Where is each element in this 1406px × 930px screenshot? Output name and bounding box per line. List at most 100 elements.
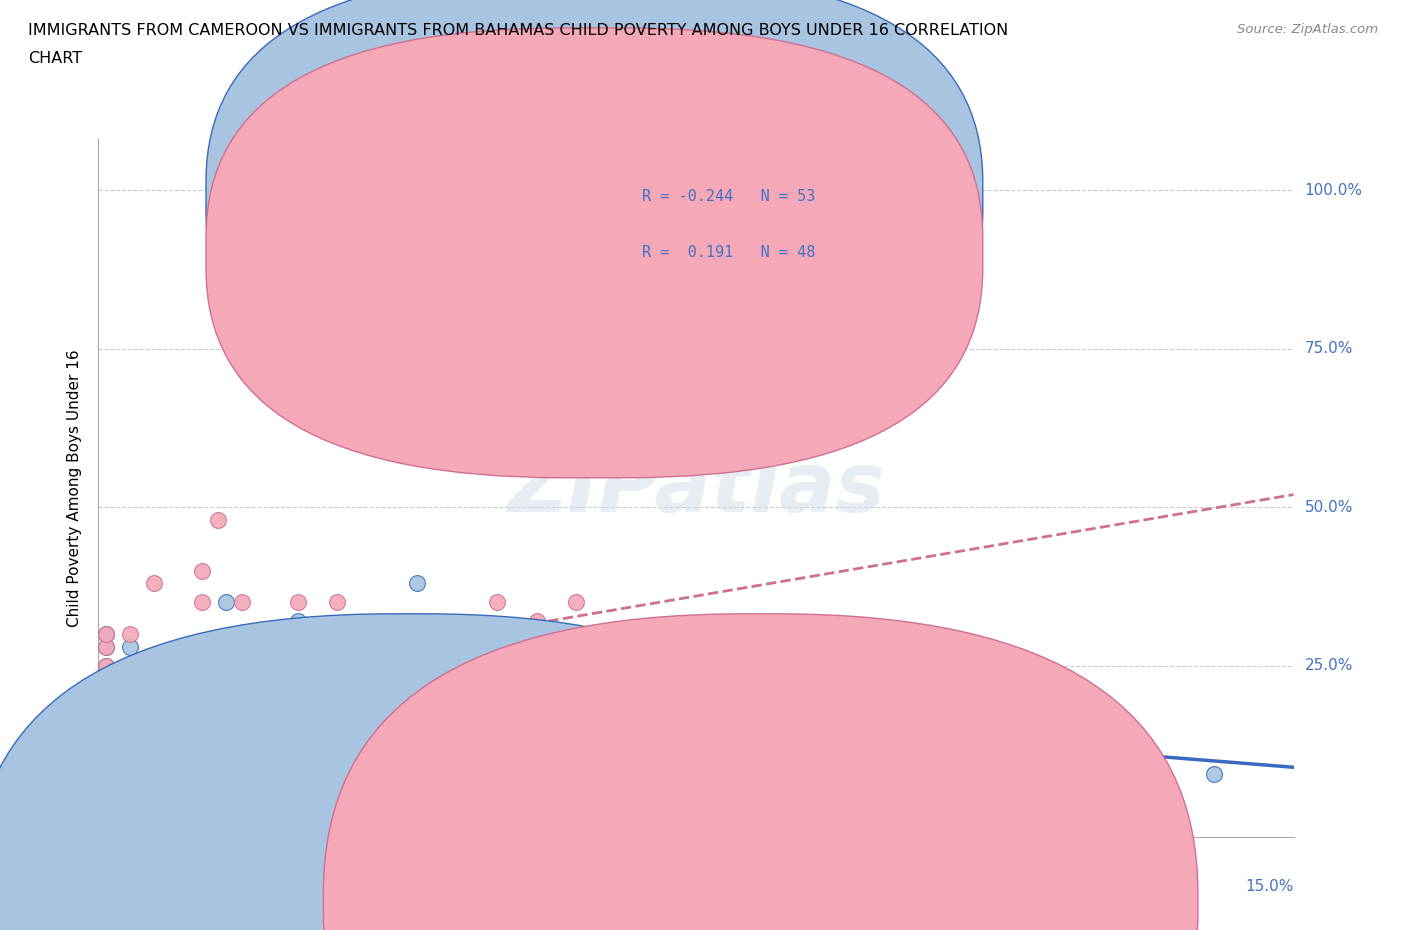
Text: R =  0.191   N = 48: R = 0.191 N = 48 — [643, 245, 815, 260]
Text: Immigrants from Bahamas: Immigrants from Bahamas — [785, 896, 988, 910]
Text: Source: ZipAtlas.com: Source: ZipAtlas.com — [1237, 23, 1378, 36]
Point — [96, 690, 118, 705]
Point — [366, 658, 388, 673]
Text: 0.0%: 0.0% — [98, 879, 138, 894]
Point — [120, 677, 142, 692]
Point — [246, 627, 269, 642]
Point — [246, 677, 269, 692]
Point — [326, 677, 349, 692]
Point — [231, 658, 253, 673]
Point — [120, 658, 142, 673]
Point — [120, 627, 142, 642]
Point — [366, 690, 388, 705]
Point — [167, 722, 190, 737]
Point — [96, 677, 118, 692]
Point — [143, 722, 166, 737]
Point — [1043, 766, 1066, 781]
Point — [191, 703, 214, 718]
Point — [605, 766, 627, 781]
FancyBboxPatch shape — [207, 28, 983, 478]
Point — [96, 703, 118, 718]
Point — [191, 722, 214, 737]
Point — [215, 595, 238, 610]
Point — [120, 703, 142, 718]
Point — [406, 576, 429, 591]
Point — [215, 703, 238, 718]
Point — [167, 722, 190, 737]
Point — [884, 766, 907, 781]
Point — [207, 677, 229, 692]
Point — [120, 690, 142, 705]
Text: CHART: CHART — [28, 51, 82, 66]
Point — [326, 595, 349, 610]
Point — [143, 690, 166, 705]
Point — [287, 639, 309, 654]
FancyBboxPatch shape — [540, 147, 946, 293]
Point — [215, 677, 238, 692]
Point — [120, 703, 142, 718]
Point — [924, 690, 946, 705]
Point — [565, 595, 588, 610]
Point — [120, 658, 142, 673]
Point — [485, 677, 508, 692]
Point — [167, 658, 190, 673]
Point — [246, 627, 269, 642]
Point — [326, 627, 349, 642]
Point — [231, 595, 253, 610]
Point — [645, 753, 668, 768]
Text: IMMIGRANTS FROM CAMEROON VS IMMIGRANTS FROM BAHAMAS CHILD POVERTY AMONG BOYS UND: IMMIGRANTS FROM CAMEROON VS IMMIGRANTS F… — [28, 23, 1008, 38]
Point — [191, 564, 214, 578]
Point — [526, 614, 548, 629]
Point — [96, 658, 118, 673]
Point — [96, 639, 118, 654]
Point — [191, 677, 214, 692]
Point — [167, 639, 190, 654]
Point — [287, 595, 309, 610]
Point — [685, 627, 707, 642]
Point — [446, 360, 468, 375]
Point — [167, 690, 190, 705]
Point — [804, 722, 827, 737]
Point — [287, 690, 309, 705]
Point — [765, 766, 787, 781]
Point — [167, 690, 190, 705]
Text: ZIPatlas: ZIPatlas — [508, 447, 884, 529]
Text: R = -0.244   N = 53: R = -0.244 N = 53 — [643, 189, 815, 205]
Point — [191, 741, 214, 756]
Point — [485, 595, 508, 610]
Point — [96, 627, 118, 642]
Point — [485, 766, 508, 781]
Point — [924, 766, 946, 781]
Point — [215, 753, 238, 768]
Point — [526, 753, 548, 768]
Point — [167, 677, 190, 692]
Text: 25.0%: 25.0% — [1305, 658, 1353, 673]
Point — [96, 677, 118, 692]
Point — [963, 766, 986, 781]
Point — [143, 703, 166, 718]
Point — [963, 753, 986, 768]
Text: 15.0%: 15.0% — [1246, 879, 1294, 894]
Point — [207, 512, 229, 527]
Point — [645, 766, 668, 781]
Point — [191, 595, 214, 610]
Point — [143, 677, 166, 692]
Text: 75.0%: 75.0% — [1305, 341, 1353, 356]
Y-axis label: Child Poverty Among Boys Under 16: Child Poverty Among Boys Under 16 — [67, 350, 83, 627]
Text: 100.0%: 100.0% — [1305, 182, 1362, 198]
Point — [884, 639, 907, 654]
Point — [326, 639, 349, 654]
Point — [446, 722, 468, 737]
Point — [1004, 766, 1026, 781]
Point — [406, 639, 429, 654]
Point — [120, 639, 142, 654]
Point — [191, 741, 214, 756]
Text: 50.0%: 50.0% — [1305, 499, 1353, 515]
Point — [143, 690, 166, 705]
Point — [685, 766, 707, 781]
Point — [724, 766, 747, 781]
Point — [167, 658, 190, 673]
Point — [565, 741, 588, 756]
Point — [287, 639, 309, 654]
Point — [143, 722, 166, 737]
